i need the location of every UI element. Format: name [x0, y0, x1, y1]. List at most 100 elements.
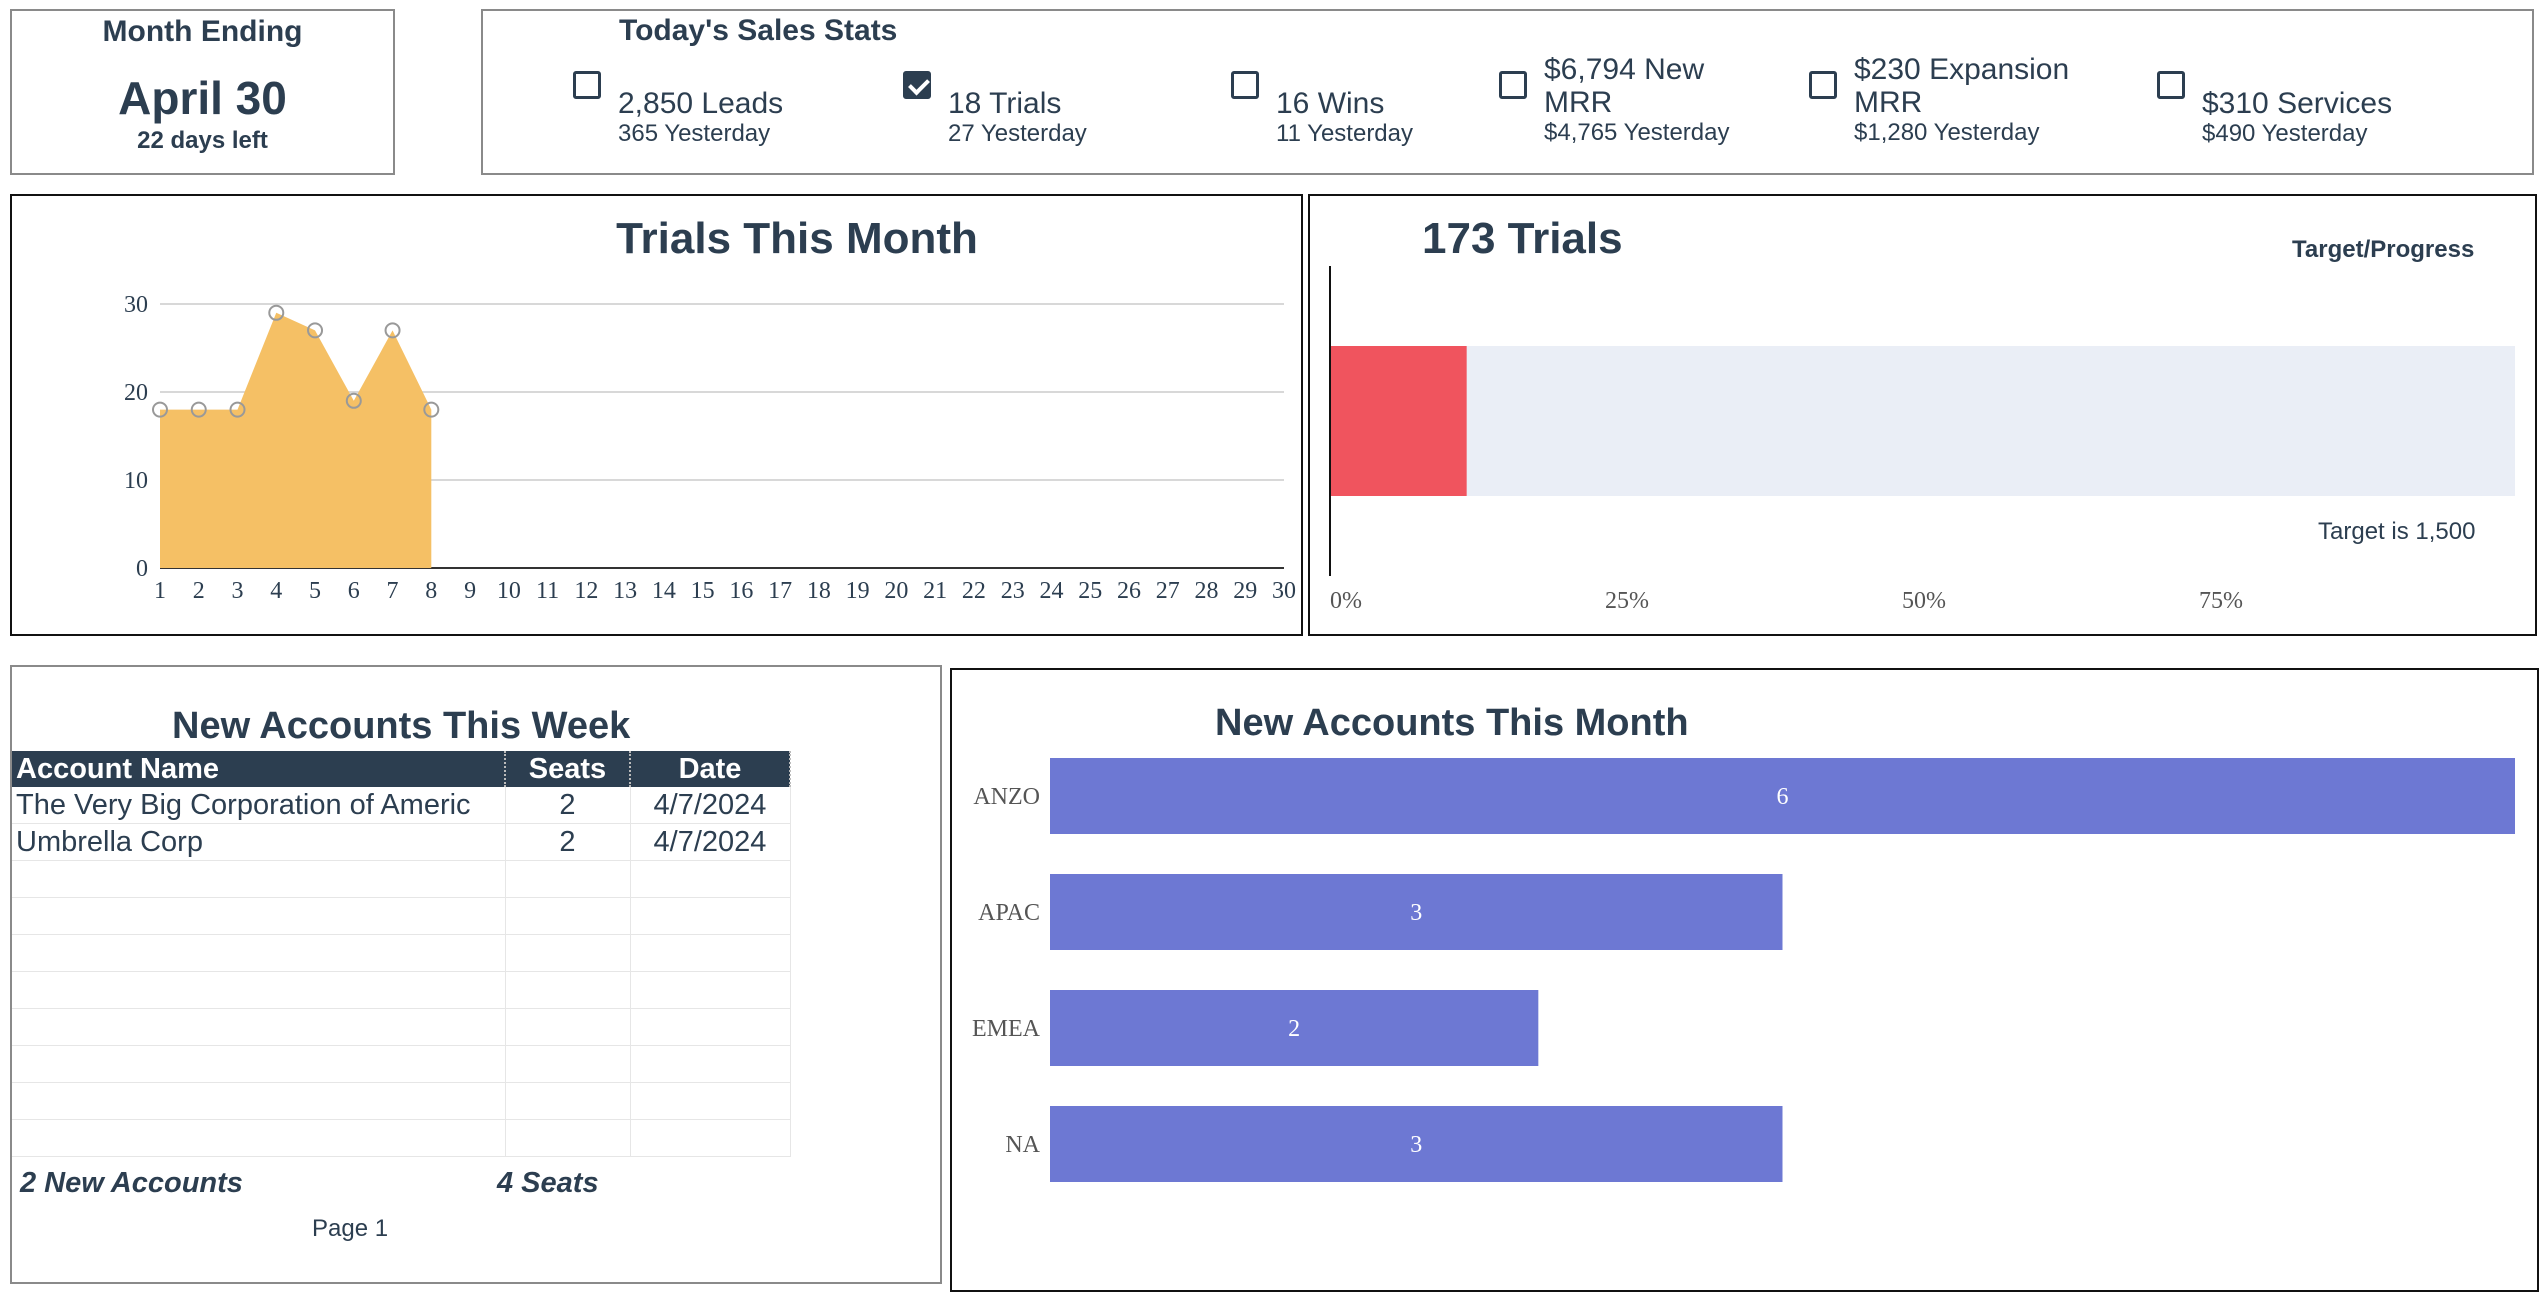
x-tick-label: 18 [807, 578, 831, 604]
target-progress-label: Target/Progress [2292, 236, 2475, 263]
progress-tick-label: 75% [2199, 588, 2243, 614]
y-tick-label: 0 [136, 556, 148, 582]
table-row-empty [12, 1082, 791, 1120]
month-ending-card: Month Ending April 30 22 days left [10, 9, 395, 175]
accounts-table-title: New Accounts This Week [172, 705, 631, 747]
bar-value-label: 3 [1410, 900, 1422, 926]
data-point [423, 401, 440, 418]
stat-value: $6,794 New MRR [1544, 53, 1705, 119]
table-header-row: Account Name Seats Date [12, 751, 791, 787]
accounts-table: Account Name Seats Date The Very Big Cor… [12, 751, 791, 1157]
progress-tick-label: 0% [1330, 588, 1362, 614]
x-tick-label: 14 [652, 578, 676, 604]
stat-yesterday: $1,280 Yesterday [1854, 119, 2040, 146]
x-tick-label: 20 [884, 578, 908, 604]
table-row-empty [12, 934, 791, 972]
x-tick-label: 16 [729, 578, 753, 604]
cell-seats: 2 [505, 787, 631, 824]
x-tick-label: 11 [536, 578, 559, 604]
x-tick-label: 22 [962, 578, 986, 604]
x-tick-label: 25 [1078, 578, 1102, 604]
cell-date: 4/7/2024 [630, 787, 791, 824]
sales-stats-title: Today's Sales Stats [619, 14, 898, 47]
stat-new-mrr-checkbox[interactable] [1499, 71, 1527, 99]
x-tick-label: 19 [846, 578, 870, 604]
page-number: Page 1 [312, 1215, 389, 1242]
bar-value-label: 3 [1410, 1132, 1422, 1158]
x-tick-label: 15 [691, 578, 715, 604]
header-date[interactable]: Date [630, 751, 791, 787]
y-tick-label: 10 [124, 468, 148, 494]
trials-progress-card: 0% 25% 50% 75% 173 Trials Target/Progress T… [1308, 194, 2537, 636]
x-tick-label: 3 [232, 578, 244, 604]
progress-tick-label: 50% [1902, 588, 1946, 614]
x-tick-label: 21 [923, 578, 947, 604]
bar-value-label: 6 [1777, 784, 1789, 810]
header-account-name[interactable]: Account Name [12, 751, 506, 787]
table-row[interactable]: The Very Big Corporation of Americ 2 4/7… [12, 787, 791, 824]
stat-yesterday: 11 Yesterday [1276, 120, 1414, 147]
y-tick-label: 20 [124, 380, 148, 406]
x-tick-label: 12 [574, 578, 598, 604]
stat-yesterday: $490 Yesterday [2202, 120, 2368, 147]
header-seats[interactable]: Seats [505, 751, 631, 787]
month-ending-label: Month Ending [102, 15, 303, 48]
stat-trials-checkbox[interactable] [903, 71, 931, 99]
month-ending-date: April 30 [118, 72, 287, 124]
x-tick-label: 8 [425, 578, 437, 604]
stat-wins-checkbox[interactable] [1231, 71, 1259, 99]
data-point [229, 401, 246, 418]
bar [1050, 990, 1539, 1066]
stat-yesterday: 365 Yesterday [618, 120, 771, 147]
target-label: Target is 1,500 [2318, 518, 2476, 545]
days-left: 22 days left [137, 127, 268, 154]
x-tick-label: 28 [1194, 578, 1218, 604]
table-row-empty [12, 1045, 791, 1083]
accounts-bar-chart-card: ANZO 6 APAC 3 EMEA 2 NA 3 New Accounts This Mon… [950, 668, 2539, 1292]
stat-value: 2,850 Leads [618, 87, 784, 120]
data-point [268, 304, 285, 321]
x-tick-label: 4 [270, 578, 282, 604]
bar-category-label: ANZO [973, 784, 1040, 810]
stat-value: $310 Services [2202, 87, 2393, 120]
progress-tick-label: 25% [1605, 588, 1649, 614]
table-row[interactable]: Umbrella Corp 2 4/7/2024 [12, 823, 791, 861]
bar-category-label: APAC [978, 900, 1040, 926]
y-tick-label: 30 [124, 292, 148, 318]
x-tick-label: 17 [768, 578, 792, 604]
bar [1050, 1106, 1783, 1182]
bar-category-label: EMEA [972, 1016, 1041, 1042]
data-point [190, 401, 207, 418]
data-point [384, 322, 401, 339]
x-tick-label: 26 [1117, 578, 1141, 604]
progress-fill [1330, 346, 1467, 496]
cell-seats: 2 [505, 823, 631, 861]
data-point [307, 322, 324, 339]
table-row-empty [12, 1119, 791, 1157]
footer-new-accounts: 2 New Accounts [20, 1167, 243, 1199]
cell-account-name: Umbrella Corp [12, 823, 506, 861]
progress-title: 173 Trials [1422, 214, 1623, 263]
cell-account-name: The Very Big Corporation of Americ [12, 787, 506, 824]
x-tick-label: 1 [154, 578, 166, 604]
stat-yesterday: $4,765 Yesterday [1544, 119, 1730, 146]
data-point [345, 392, 362, 409]
trials-chart-title: Trials This Month [616, 214, 978, 263]
x-tick-label: 6 [348, 578, 360, 604]
table-row-empty [12, 897, 791, 935]
stat-expansion-mrr-checkbox[interactable] [1809, 71, 1837, 99]
table-row-empty [12, 860, 791, 898]
footer-seats: 4 Seats [497, 1167, 599, 1199]
accounts-table-card: New Accounts This Week Account Name Seat… [10, 665, 942, 1284]
stat-leads-checkbox[interactable] [573, 71, 601, 99]
table-row-empty [12, 1008, 791, 1046]
progress-track [1330, 346, 2515, 496]
x-tick-label: 27 [1156, 578, 1180, 604]
bar-chart-title: New Accounts This Month [1215, 702, 1689, 744]
trials-area [160, 312, 432, 568]
x-tick-label: 10 [497, 578, 521, 604]
stat-services-checkbox[interactable] [2157, 71, 2185, 99]
x-tick-label: 30 [1272, 578, 1296, 604]
trials-chart-card: 0 10 20 30 1 2 3 4 5 6 7 8 9 10 11 12 13 14 15 16 17 18 19 20 21… [10, 194, 1303, 636]
